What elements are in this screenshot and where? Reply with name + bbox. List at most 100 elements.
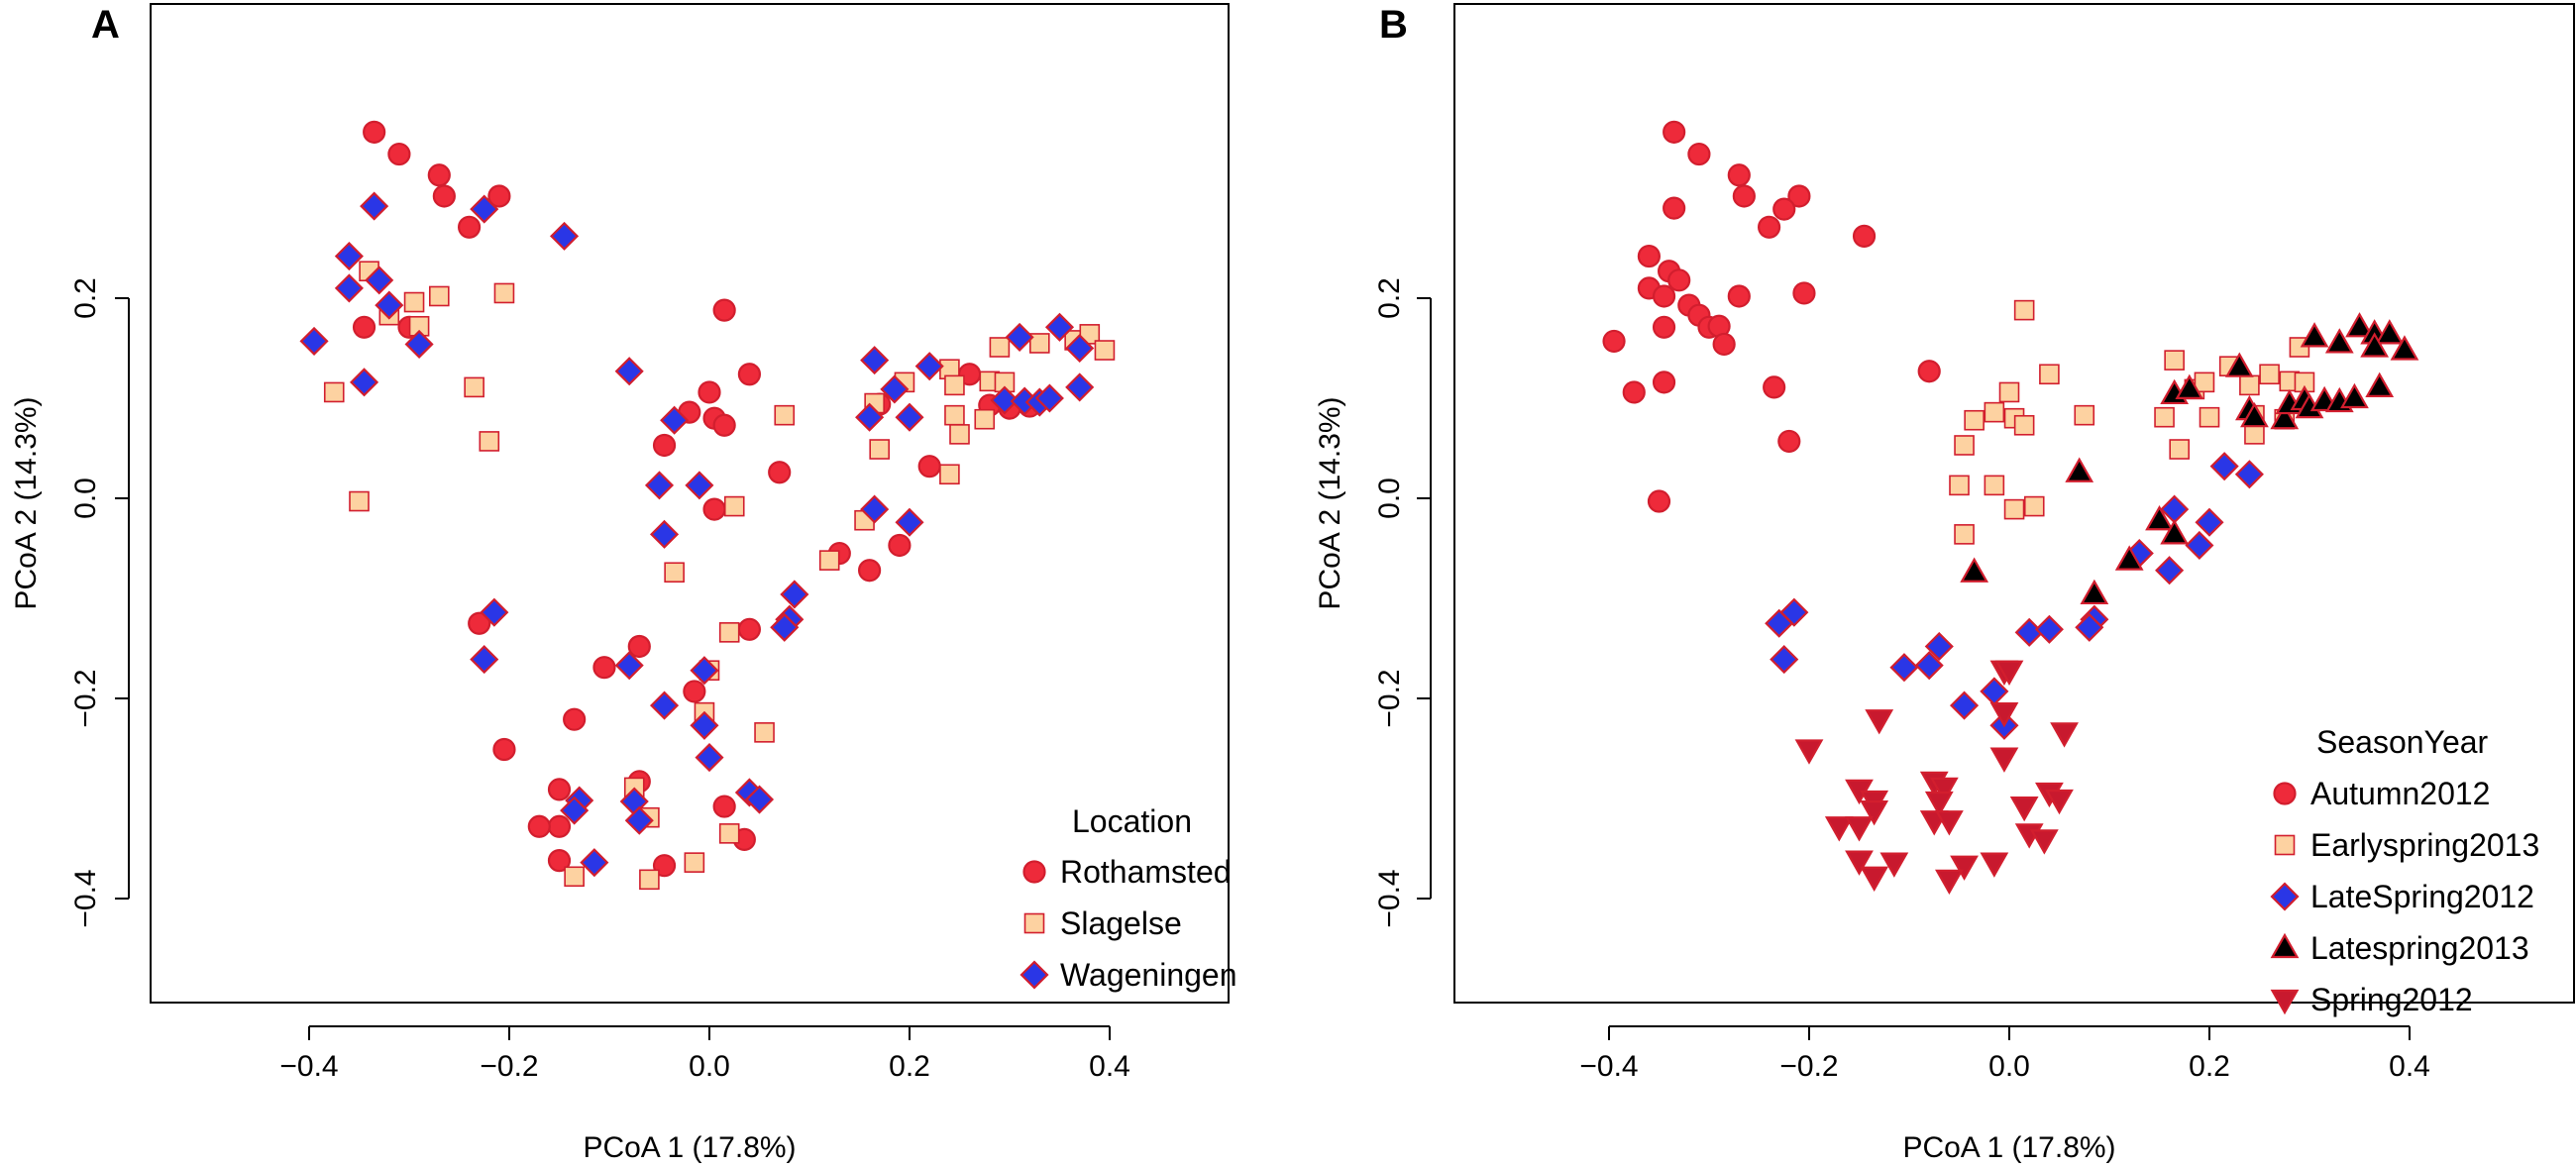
x-tick-label: 0.0 (689, 1050, 730, 1083)
point-latespring2012 (2185, 530, 2214, 561)
x-tick-label: −0.2 (480, 1050, 538, 1083)
point-wageningen (644, 471, 675, 500)
point-slagelse (723, 495, 745, 517)
point-autumn2012 (1602, 329, 1626, 354)
point-rothamsted (683, 680, 706, 703)
point-wageningen (880, 374, 910, 404)
point-slagelse (989, 337, 1011, 358)
point-autumn2012 (1652, 371, 1676, 394)
point-slagelse (944, 374, 965, 396)
panel-a-x-axis: −0.4 −0.2 0.0 0.2 0.4 (279, 1025, 1130, 1083)
legend-item-slagelse: Slagelse (1023, 905, 1182, 941)
panel-b-x-axis: −0.4 −0.2 0.0 0.2 0.4 (1579, 1025, 2430, 1083)
point-slagelse (664, 562, 685, 584)
point-wageningen (1005, 322, 1034, 352)
point-autumn2012 (1667, 268, 1691, 292)
point-latespring2012 (2155, 556, 2185, 585)
legend-label-latespring2012: LateSpring2012 (2310, 879, 2534, 914)
point-wageningen (860, 346, 890, 375)
point-rothamsted (702, 497, 726, 521)
point-autumn2012 (1652, 315, 1676, 339)
legend-marker-latespring2012 (2270, 882, 2300, 911)
point-wageningen (375, 290, 404, 320)
point-slagelse (428, 285, 450, 307)
legend-marker-slagelse (1023, 912, 1045, 934)
point-spring2012 (1950, 855, 1979, 881)
point-latespring2012 (1914, 651, 1944, 681)
point-wageningen (660, 405, 690, 435)
point-earlyspring2013 (2194, 372, 2215, 393)
point-autumn2012 (1622, 380, 1646, 404)
point-earlyspring2013 (2164, 350, 2185, 371)
point-spring2012 (1879, 852, 1909, 878)
point-latespring2012 (2234, 460, 2264, 489)
point-wageningen (349, 368, 379, 397)
point-spring2012 (1989, 702, 2019, 728)
point-rothamsted (737, 617, 762, 641)
point-wageningen (860, 494, 890, 524)
x-tick-label: 0.0 (1988, 1050, 2030, 1083)
point-rothamsted (627, 634, 651, 659)
point-spring2012 (2009, 796, 2039, 822)
point-rothamsted (712, 298, 736, 322)
point-spring2012 (2029, 829, 2059, 855)
point-earlyspring2013 (1964, 409, 1985, 431)
point-slagelse (1029, 333, 1050, 354)
x-tick-label: 0.2 (2189, 1050, 2230, 1083)
point-wageningen (580, 848, 609, 878)
legend-marker-latespring2013 (2270, 932, 2300, 959)
point-slagelse (974, 408, 996, 430)
legend-label-wageningen: Wageningen (1060, 957, 1237, 993)
point-autumn2012 (1852, 224, 1877, 248)
point-slagelse (869, 439, 891, 460)
point-rothamsted (857, 559, 882, 583)
point-wageningen (360, 191, 389, 221)
point-earlyspring2013 (1954, 524, 1975, 545)
panel-a: A −0.4 −0.2 0.0 0.2 0.4 −0.4 −0.2 0.0 0.2 PCoA … (10, 3, 1237, 1164)
x-tick-label: −0.2 (1779, 1050, 1838, 1083)
point-latespring2013 (2080, 579, 2109, 605)
point-rothamsted (547, 814, 572, 838)
legend-marker-rothamsted (1022, 860, 1046, 884)
point-wageningen (895, 402, 924, 432)
point-wageningen (404, 329, 434, 360)
point-earlyspring2013 (2239, 374, 2260, 396)
panel-a-y-axis-title: PCoA 2 (14.3%) (10, 396, 43, 609)
y-tick-label: 0.0 (1373, 478, 1406, 519)
point-autumn2012 (1772, 197, 1796, 221)
point-rothamsted (563, 707, 587, 731)
point-wageningen (334, 242, 364, 271)
series-rothamsted (352, 120, 1041, 878)
panel-b: B −0.4 −0.2 0.0 0.2 0.4 −0.4 −0.2 0.0 0.2 PCoA … (1314, 3, 2575, 1164)
point-slagelse (718, 622, 740, 643)
point-latespring2013 (2375, 319, 2405, 345)
point-spring2012 (1935, 869, 1964, 896)
point-slagelse (464, 376, 484, 398)
point-latespring2013 (2224, 352, 2254, 377)
panel-a-x-axis-title: PCoA 1 (17.8%) (583, 1131, 796, 1164)
legend-item-latespring2013: Latespring2013 (2270, 930, 2529, 966)
point-latespring2012 (2034, 614, 2064, 644)
point-latespring2013 (2240, 401, 2269, 428)
point-earlyspring2013 (2039, 364, 2060, 385)
point-spring2012 (1860, 866, 1889, 893)
point-spring2012 (1860, 800, 1889, 826)
point-wageningen (855, 402, 885, 432)
point-wageningen (649, 519, 680, 549)
point-wageningen (480, 597, 509, 627)
point-rothamsted (712, 795, 736, 818)
y-tick-label: −0.2 (69, 669, 102, 727)
point-latespring2013 (2345, 312, 2374, 338)
point-autumn2012 (1757, 215, 1781, 239)
point-slagelse (944, 404, 965, 426)
x-tick-label: 0.2 (889, 1050, 930, 1083)
point-latespring2012 (1770, 645, 1799, 675)
panel-b-legend: SeasonYear Autumn2012 Earlyspring2013 Late… (2270, 724, 2539, 1017)
point-rothamsted (712, 413, 736, 437)
panel-a-legend-title: Location (1072, 803, 1192, 839)
panel-b-plot-frame (1453, 3, 2575, 1004)
panel-a-plot-frame (150, 3, 1230, 1004)
series-autumn2012 (1602, 120, 1941, 513)
point-latespring2012 (1765, 608, 1794, 638)
point-earlyspring2013 (1998, 381, 2020, 403)
